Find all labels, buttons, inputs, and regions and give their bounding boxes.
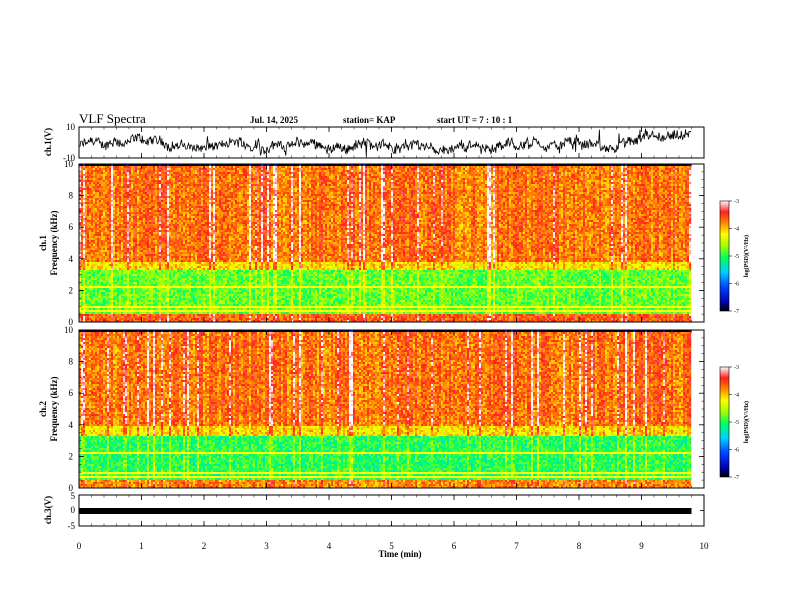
ch2-spectrogram-colorbar-tick--6: -6: [734, 448, 739, 454]
time-tick-5: 5: [389, 541, 394, 551]
ch1-spectrogram-ytick-0: 0: [69, 317, 74, 327]
ch3-ytick-top: 5: [71, 491, 76, 501]
ch1-ytick-bottom: -10: [63, 153, 75, 163]
ch2-spectrogram-ytick-0: 0: [69, 483, 74, 493]
ch2-colorbar-label: log(PSD)(V²/Hz): [743, 401, 750, 443]
ch2-spectrogram-ytick-10: 10: [64, 325, 74, 335]
ch3-waveform-ylabel: ch.3(V): [43, 496, 53, 524]
time-tick-2: 2: [202, 541, 207, 551]
ch1-ytick-top: 10: [66, 122, 76, 132]
ch1-spectrogram-ytick-2: 2: [69, 285, 74, 295]
time-tick-7: 7: [514, 541, 519, 551]
station-label: station= KAP: [343, 115, 396, 125]
time-tick-6: 6: [452, 541, 457, 551]
ch1-colorbar: log(PSD)(V²/Hz) -3 -4 -5 -6 -7: [719, 199, 750, 315]
start-time-label: start UT = 7 : 10 : 1: [437, 115, 513, 125]
ch1-spectrogram-image: [79, 164, 692, 323]
ch1-waveform-line: [79, 128, 692, 157]
ch2-spectrogram-ytick-2: 2: [69, 451, 74, 461]
ch2-spectrogram-image: [79, 330, 692, 489]
ch1-colorbar-label: log(PSD)(V²/Hz): [743, 235, 750, 277]
ch2-spectrogram-ytick-4: 4: [69, 420, 74, 430]
ch2-spectrogram-colorbar-tick--3: -3: [734, 365, 739, 371]
time-tick-10: 10: [700, 541, 710, 551]
ch3-waveform-panel: 5 0 -5 ch.3(V): [43, 491, 705, 531]
ch1-waveform-panel: 10 -10 ch.1(V): [43, 122, 705, 163]
ch2-spectrogram-colorbar-tick--7: -7: [734, 475, 739, 481]
ch2-spectrogram-colorbar-tick--4: -4: [734, 393, 739, 399]
time-tick-1: 1: [139, 541, 144, 551]
ch2-colorbar: log(PSD)(V²/Hz) -3 -4 -5 -6 -7: [719, 365, 750, 481]
ch1-spectrogram-ytick-4: 4: [69, 254, 74, 264]
ch2-colorbar-bar: [719, 366, 730, 478]
ch2-spectrogram-ytick-8: 8: [69, 357, 74, 367]
ch1-spectrogram-ytick-6: 6: [69, 222, 74, 232]
ch1-spectrogram-colorbar-tick--6: -6: [734, 282, 739, 288]
time-tick-3: 3: [264, 541, 269, 551]
ch3-ytick-bottom: -5: [68, 521, 76, 531]
time-tick-0: 0: [77, 541, 82, 551]
time-axis-label: Time (min): [378, 549, 421, 559]
ch1-spectrogram-ytick-8: 8: [69, 191, 74, 201]
time-tick-8: 8: [577, 541, 582, 551]
ch1-spectrogram-ylabel-channel: ch.1: [38, 235, 48, 251]
ch2-spectrogram-ylabel-channel: ch.2: [38, 401, 48, 417]
ch1-spectrogram-colorbar-tick--3: -3: [734, 199, 739, 205]
date-label: Jul. 14, 2025: [250, 115, 299, 125]
ch2-spectrogram-panel: 0 2 4 6 8 10 ch.2 Frequency (kHz): [38, 325, 705, 493]
ch1-spectrogram-colorbar-tick--5: -5: [734, 254, 739, 260]
ch2-spectrogram-colorbar-tick--5: -5: [734, 420, 739, 426]
ch1-waveform-ylabel: ch.1(V): [43, 128, 53, 156]
ch2-spectrogram-ytick-6: 6: [69, 388, 74, 398]
ch1-colorbar-bar: [719, 200, 730, 312]
time-tick-9: 9: [639, 541, 644, 551]
ch3-ytick-mid: 0: [71, 505, 76, 515]
ch1-spectrogram-panel: 0 2 4 6 8 10 ch.1 Frequency (kHz): [38, 159, 705, 327]
ch1-spectrogram-ylabel-frequency: Frequency (kHz): [49, 210, 59, 275]
ch1-spectrogram-colorbar-tick--4: -4: [734, 227, 739, 233]
ch2-spectrogram-ylabel-frequency: Frequency (kHz): [49, 376, 59, 441]
time-tick-4: 4: [327, 541, 332, 551]
figure-title: VLF Spectra: [79, 111, 146, 126]
time-axis: 0 1 2 3 4 5 6 7 8 9 10: [77, 127, 709, 551]
ch1-spectrogram-colorbar-tick--7: -7: [734, 309, 739, 315]
ch1-spectrogram-ytick-10: 10: [64, 159, 74, 169]
ch3-waveform-trace: [79, 508, 692, 514]
